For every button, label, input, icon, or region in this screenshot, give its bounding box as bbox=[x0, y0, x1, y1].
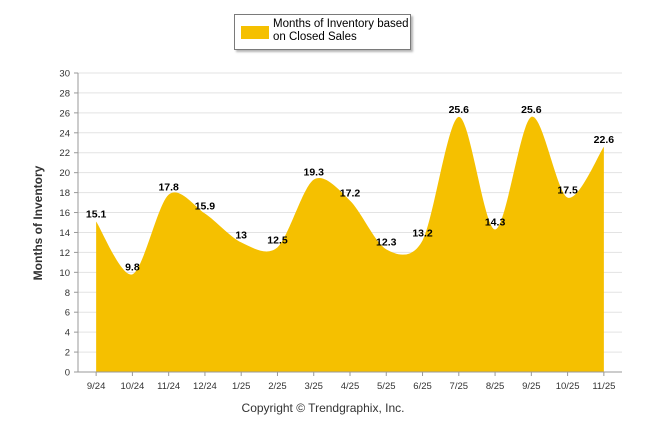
data-label: 12.3 bbox=[376, 236, 397, 248]
data-label: 14.3 bbox=[485, 216, 506, 228]
y-tick-label: 4 bbox=[65, 328, 70, 339]
data-label: 25.6 bbox=[449, 104, 470, 116]
y-tick-label: 22 bbox=[59, 148, 70, 159]
x-tick-label: 10/24 bbox=[121, 381, 145, 392]
x-tick-label: 11/24 bbox=[157, 381, 180, 392]
x-tick-label: 4/25 bbox=[341, 381, 360, 392]
data-label: 25.6 bbox=[521, 104, 542, 116]
data-label: 15.9 bbox=[195, 201, 216, 213]
x-tick-label: 6/25 bbox=[413, 381, 432, 392]
x-tick-label: 11/25 bbox=[592, 381, 615, 392]
y-tick-label: 14 bbox=[59, 228, 70, 239]
data-label: 17.5 bbox=[557, 185, 578, 197]
data-label: 13.2 bbox=[412, 227, 433, 239]
area-series bbox=[96, 116, 604, 372]
x-tick-label: 9/25 bbox=[522, 381, 541, 392]
y-tick-label: 28 bbox=[59, 88, 70, 99]
x-tick-label: 8/25 bbox=[486, 381, 505, 392]
data-label: 13 bbox=[235, 229, 247, 241]
y-tick-label: 12 bbox=[59, 248, 70, 259]
data-label: 17.8 bbox=[158, 182, 179, 194]
x-tick-label: 1/25 bbox=[232, 381, 251, 392]
copyright-footer: Copyright © Trendgraphix, Inc. bbox=[241, 401, 405, 415]
data-labels: 15.1 9.8 17.8 15.9 13 12.5 19.3 17.2 12.3 13.2 25.… bbox=[86, 104, 614, 273]
y-tick-label: 18 bbox=[59, 188, 70, 199]
y-tick-label: 0 bbox=[65, 368, 70, 379]
y-tick-label: 2 bbox=[65, 348, 70, 359]
x-tick-label: 7/25 bbox=[450, 381, 469, 392]
data-label: 12.5 bbox=[267, 234, 288, 246]
x-tick-labels: 9/24 10/24 11/24 12/24 1/25 2/25 3/25 4/25 5/25 6… bbox=[87, 381, 616, 392]
x-tick-label: 10/25 bbox=[556, 381, 580, 392]
chart-legend: Months of Inventory based on Closed Sale… bbox=[234, 14, 411, 50]
y-tick-label: 8 bbox=[65, 288, 70, 299]
data-label: 9.8 bbox=[125, 261, 140, 273]
y-tick-label: 20 bbox=[59, 168, 70, 179]
x-tick-label: 12/24 bbox=[193, 381, 217, 392]
x-tick-label: 2/25 bbox=[268, 381, 287, 392]
y-tick-label: 30 bbox=[59, 69, 70, 80]
y-tick-label: 10 bbox=[59, 268, 70, 279]
y-tick-label: 16 bbox=[59, 208, 70, 219]
y-tick-label: 24 bbox=[59, 128, 70, 139]
y-axis-title: Months of Inventory bbox=[31, 165, 45, 280]
x-tick-label: 9/24 bbox=[87, 381, 106, 392]
y-tick-label: 26 bbox=[59, 108, 70, 119]
legend-label: Months of Inventory based on Closed Sale… bbox=[273, 18, 409, 43]
data-label: 15.1 bbox=[86, 209, 107, 221]
axes bbox=[77, 73, 622, 376]
x-tick-label: 3/25 bbox=[304, 381, 323, 392]
data-label: 17.2 bbox=[340, 188, 361, 200]
area-series-fill bbox=[96, 116, 604, 372]
data-label: 19.3 bbox=[304, 167, 325, 179]
data-label: 22.6 bbox=[594, 134, 615, 146]
legend-swatch bbox=[241, 26, 269, 39]
x-tick-label: 5/25 bbox=[377, 381, 396, 392]
y-tick-label: 6 bbox=[65, 308, 70, 319]
